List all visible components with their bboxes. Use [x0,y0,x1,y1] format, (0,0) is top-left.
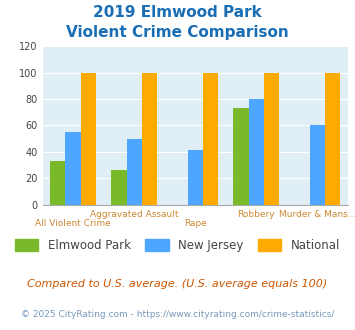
Text: Murder & Mans...: Murder & Mans... [279,210,355,218]
Bar [264,73,279,205]
Bar [234,108,248,205]
Bar [310,125,325,205]
Bar [81,73,96,205]
Text: All Violent Crime: All Violent Crime [35,219,111,228]
Text: Rape: Rape [184,219,207,228]
Bar [248,99,264,205]
Legend: Elmwood Park, New Jersey, National: Elmwood Park, New Jersey, National [15,239,340,251]
Bar [50,161,66,205]
Text: Violent Crime Comparison: Violent Crime Comparison [66,25,289,40]
Bar [126,139,142,205]
Bar [203,73,218,205]
Bar [111,170,126,205]
Text: Aggravated Assault: Aggravated Assault [90,210,179,218]
Text: 2019 Elmwood Park: 2019 Elmwood Park [93,5,262,20]
Bar [142,73,157,205]
Text: Compared to U.S. average. (U.S. average equals 100): Compared to U.S. average. (U.S. average … [27,279,328,289]
Text: Robbery: Robbery [237,210,275,218]
Bar [188,150,203,205]
Bar [66,132,81,205]
Bar [325,73,340,205]
Text: © 2025 CityRating.com - https://www.cityrating.com/crime-statistics/: © 2025 CityRating.com - https://www.city… [21,310,334,319]
